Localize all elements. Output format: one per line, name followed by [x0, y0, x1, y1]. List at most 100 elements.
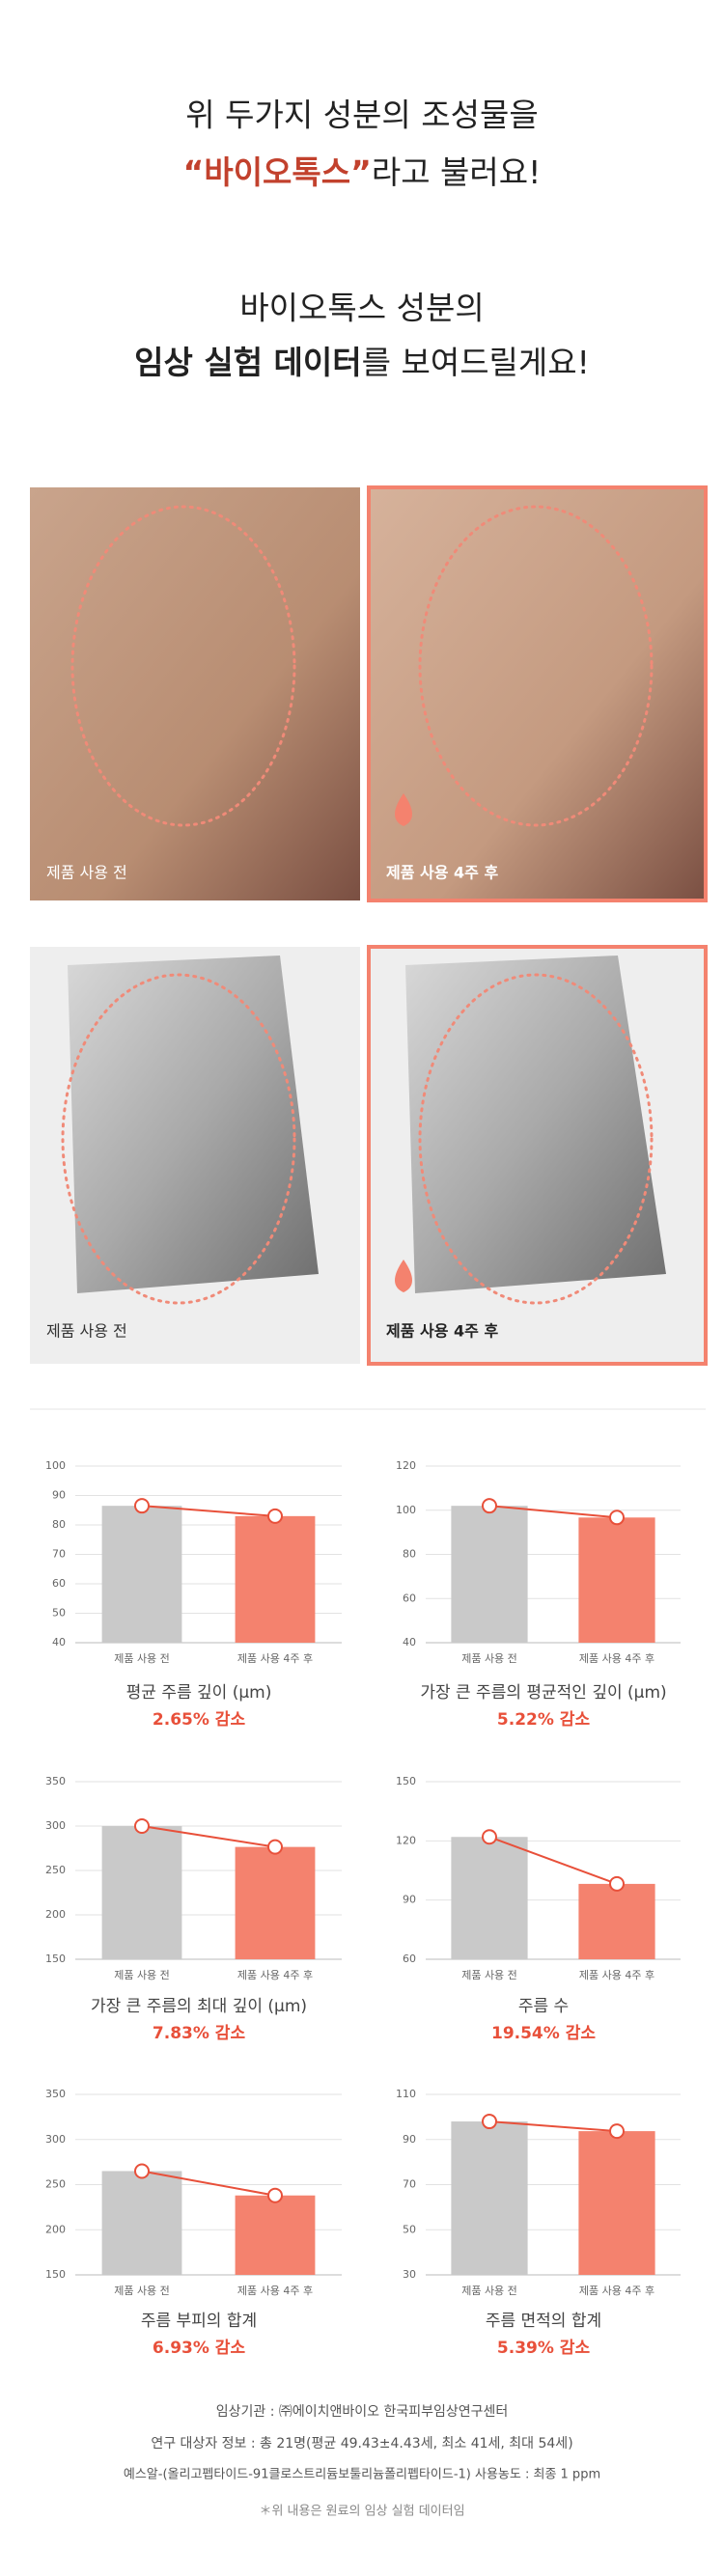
trend-line	[488, 2120, 618, 2133]
point	[482, 2114, 497, 2130]
point	[482, 1498, 497, 1514]
y-tick-label: 40	[52, 1636, 66, 1648]
x-tick-label: 제품 사용 4주 후	[237, 1969, 313, 1981]
heading-line: “바이오톡스”라고 불러요!	[183, 153, 542, 191]
bar	[235, 1515, 316, 1643]
y-tick-label: 110	[396, 2088, 416, 2100]
y-tick-label: 60	[403, 1592, 416, 1604]
x-tick-label: 제품 사용 4주 후	[579, 2285, 654, 2297]
chart-subtitle: 2.65% 감소	[153, 1710, 246, 1730]
bar	[235, 2195, 316, 2275]
y-tick-label: 120	[396, 1834, 416, 1846]
point	[609, 1510, 625, 1526]
x-tick-label: 제품 사용 전	[461, 1652, 517, 1665]
chart-subtitle: 7.83% 감소	[153, 2024, 246, 2043]
y-tick-label: 40	[403, 1636, 416, 1648]
y-tick-label: 250	[45, 2178, 66, 2191]
heading-rest: 를 보여드릴게요!	[362, 344, 590, 381]
y-tick-label: 80	[403, 1548, 416, 1561]
photo-after	[367, 485, 708, 902]
y-tick-label: 150	[45, 2268, 66, 2281]
trend-line	[488, 1505, 618, 1519]
y-tick-label: 90	[403, 1894, 416, 1906]
x-tick-label: 제품 사용 전	[114, 1969, 170, 1981]
point	[609, 2123, 625, 2140]
trend-line	[141, 1505, 276, 1517]
x-tick-label: 제품 사용 4주 후	[579, 1969, 654, 1981]
heading-rest: 라고 불러요!	[372, 153, 542, 191]
bar	[101, 1826, 182, 1959]
skin-3d	[405, 956, 666, 1293]
bar	[451, 2121, 528, 2275]
chart-subtitle: 5.22% 감소	[497, 1710, 591, 1730]
bar	[578, 1883, 655, 1959]
bar	[101, 2171, 182, 2275]
y-tick-label: 30	[403, 2268, 416, 2281]
chart-title: 가장 큰 주름의 최대 깊이 (μm)	[91, 1997, 307, 2016]
y-tick-label: 70	[403, 2178, 416, 2191]
point	[134, 1498, 150, 1514]
point	[609, 1875, 625, 1892]
y-tick-label: 100	[396, 1504, 416, 1516]
point	[134, 1818, 150, 1834]
y-tick-label: 200	[45, 1908, 66, 1921]
trend-line	[141, 2170, 276, 2197]
bar	[235, 1846, 316, 1959]
x-tick-label: 제품 사용 4주 후	[237, 2285, 313, 2297]
chart-title: 가장 큰 주름의 평균적인 깊이 (μm)	[420, 1683, 666, 1703]
focus-ellipse	[418, 505, 654, 827]
footer-note: ＊위 내용은 원료의 임상 실험 데이터임	[259, 2505, 464, 2519]
y-tick-label: 150	[45, 1953, 66, 1965]
y-tick-label: 60	[52, 1577, 66, 1590]
x-tick-label: 제품 사용 4주 후	[237, 1652, 313, 1665]
x-tick-label: 제품 사용 전	[461, 1969, 517, 1981]
photo-label: 제품 사용 4주 후	[386, 864, 498, 882]
chart-subtitle: 6.93% 감소	[153, 2339, 246, 2358]
y-tick-label: 90	[403, 2133, 416, 2146]
point	[267, 2187, 283, 2203]
bold-text: 임상 실험 데이터	[134, 344, 362, 381]
y-tick-label: 350	[45, 2088, 66, 2100]
y-tick-label: 60	[403, 1953, 416, 1965]
photo-label: 제품 사용 4주 후	[386, 1322, 498, 1341]
focus-ellipse	[70, 505, 296, 827]
point	[134, 2163, 150, 2179]
footer-line: 예스알-(올리고펩타이드-91클로스트리듐보툴리늄폴리펩타이드-1) 사용농도 …	[124, 2468, 600, 2482]
y-tick-label: 50	[403, 2223, 416, 2235]
x-tick-label: 제품 사용 4주 후	[579, 1652, 654, 1665]
bar	[451, 1837, 528, 1959]
y-tick-label: 120	[396, 1459, 416, 1472]
chart-subtitle: 5.39% 감소	[497, 2339, 591, 2358]
bar	[578, 2131, 655, 2275]
bar	[101, 1506, 182, 1643]
photo-before	[30, 487, 360, 900]
focus-ellipse	[418, 973, 654, 1305]
trend-line	[141, 1825, 276, 1848]
y-tick-label: 300	[45, 2133, 66, 2146]
x-tick-label: 제품 사용 전	[461, 2285, 517, 2297]
trend-line	[488, 1836, 618, 1885]
heading-line: 위 두가지 성분의 조성물을	[185, 97, 538, 134]
drop-icon	[395, 1260, 412, 1292]
x-tick-label: 제품 사용 전	[114, 1652, 170, 1665]
point	[482, 1829, 497, 1845]
y-tick-label: 50	[52, 1607, 66, 1620]
photo-label: 제품 사용 전	[46, 864, 127, 882]
highlight: “바이오톡스”	[183, 153, 372, 191]
y-tick-label: 300	[45, 1819, 66, 1832]
y-tick-label: 80	[52, 1518, 66, 1531]
heading-line: 임상 실험 데이터를 보여드릴게요!	[134, 344, 590, 381]
footer-line: 연구 대상자 정보 : 총 21명(평균 49.43±4.43세, 최소 41세…	[151, 2436, 572, 2451]
chart-title: 주름 부피의 합계	[141, 2312, 257, 2331]
skin-3d	[68, 956, 319, 1293]
chart-title: 주름 수	[518, 1997, 569, 2016]
footer-line: 임상기관 : ㈜에이치앤바이오 한국피부임상연구센터	[216, 2404, 509, 2420]
y-tick-label: 250	[45, 1864, 66, 1876]
photo-row-3d: 제품 사용 전 제품 사용 4주 후	[30, 945, 708, 1366]
y-tick-label: 150	[396, 1775, 416, 1787]
point	[267, 1508, 283, 1524]
focus-ellipse	[61, 973, 296, 1305]
y-tick-label: 100	[45, 1459, 66, 1472]
